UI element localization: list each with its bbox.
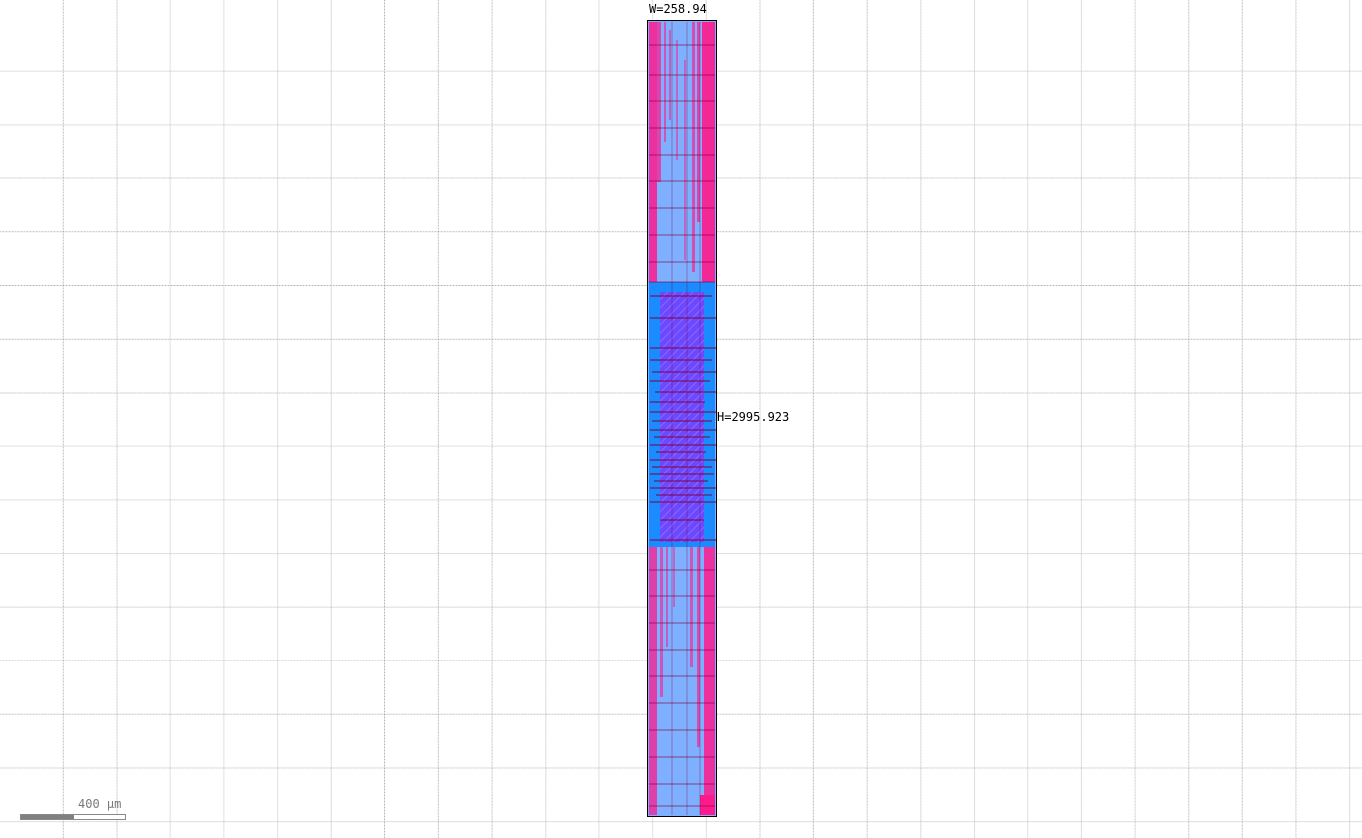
chip-vertical-lines [671, 22, 701, 815]
scale-bar-label: 400 µm [78, 797, 122, 811]
dark-routing-lines [650, 295, 716, 541]
pink-bottom-region [649, 547, 715, 815]
chip-outline [647, 20, 717, 817]
chip-grid-lines [649, 44, 715, 807]
scale-bar-fill [21, 815, 74, 819]
height-dimension-label: H=2995.923 [717, 410, 790, 424]
scale-bar-ruler [20, 814, 126, 820]
scale-bar: 400 µm [20, 798, 128, 822]
width-dimension-label: W=258.94 [649, 2, 707, 16]
blue-middle-region [649, 282, 715, 547]
